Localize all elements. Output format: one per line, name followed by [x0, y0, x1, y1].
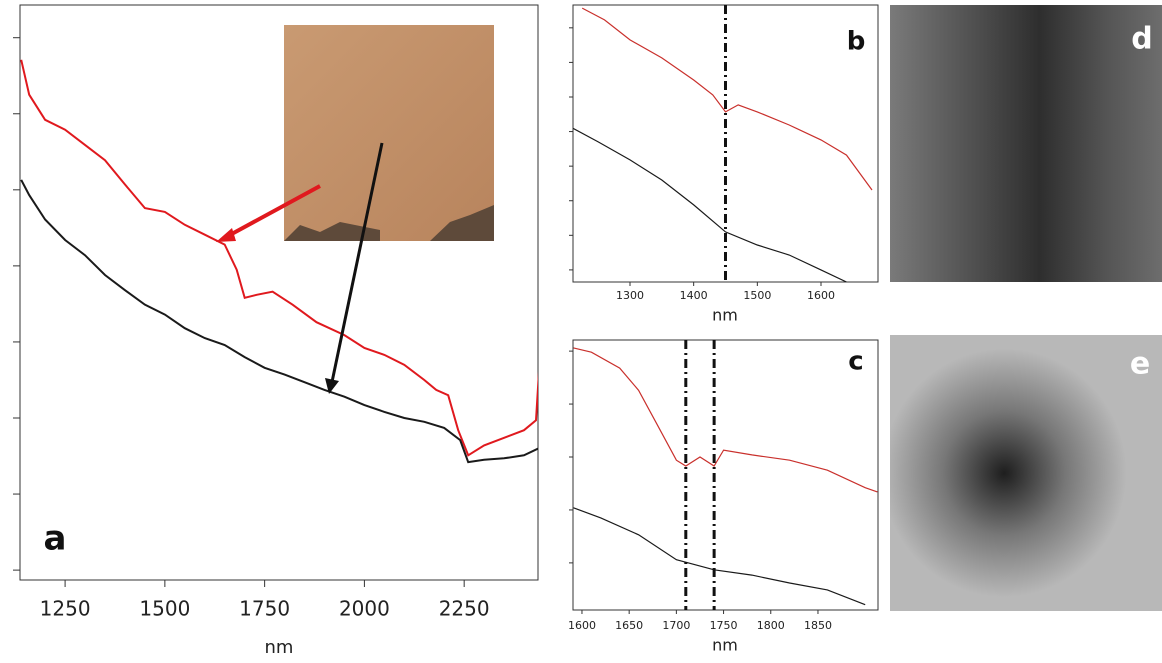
panel-label: b	[847, 27, 866, 57]
x-axis-label: nm	[712, 306, 738, 325]
image-e	[890, 335, 1162, 611]
x-tick-label: 1300	[616, 289, 644, 302]
arrow-black	[330, 142, 384, 383]
panel-label: d	[1131, 22, 1152, 57]
panel-label: e	[1130, 347, 1150, 382]
spectrum-line	[573, 127, 847, 282]
x-tick-label: 1700	[662, 619, 690, 632]
x-tick-label: 1500	[743, 289, 771, 302]
x-axis-label: nm	[712, 636, 738, 655]
plot-frame	[572, 339, 879, 611]
spectrum-line	[20, 179, 538, 464]
x-tick-label: 1500	[139, 597, 190, 621]
x-tick-label: 1750	[710, 619, 738, 632]
spectrum-line	[573, 347, 878, 493]
image-d	[890, 5, 1162, 282]
panel-label: c	[848, 347, 863, 377]
arrow-red-head	[216, 228, 236, 242]
spectrum-line	[20, 59, 538, 457]
x-tick-label: 1650	[615, 619, 643, 632]
x-tick-label: 1400	[680, 289, 708, 302]
x-tick-label: 1600	[568, 619, 596, 632]
x-tick-label: 1850	[804, 619, 832, 632]
charts: 1250 1500 1750 2000 2250 nm a 1300 1400 1500 1600 n…	[13, 4, 879, 658]
inset-detail	[284, 205, 494, 241]
inset-photo	[284, 25, 494, 241]
spectrum-line	[581, 7, 873, 191]
x-tick-label: 1600	[807, 289, 835, 302]
x-tick-label: 1750	[239, 597, 290, 621]
panel-label: a	[44, 519, 67, 559]
arrow-black-head	[325, 378, 339, 394]
x-tick-label: 1250	[40, 597, 91, 621]
x-tick-label: 2250	[439, 597, 490, 621]
x-tick-label: 2000	[339, 597, 390, 621]
x-axis-label: nm	[265, 637, 294, 658]
arrow-red	[227, 184, 321, 238]
x-tick-label: 1800	[757, 619, 785, 632]
